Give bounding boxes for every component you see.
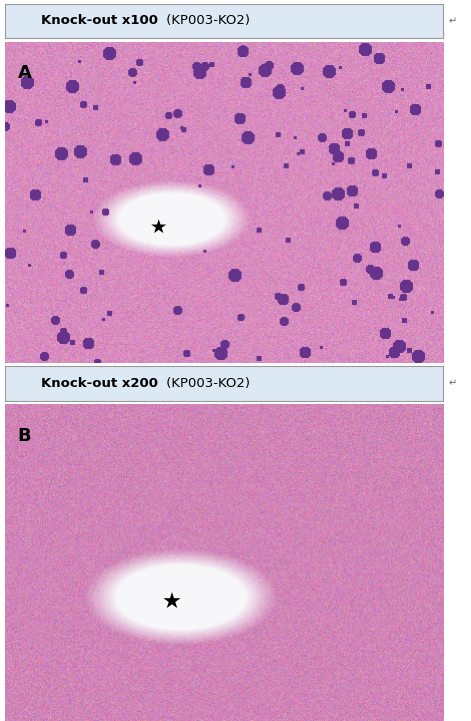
Text: ↵: ↵ [448, 16, 456, 26]
Text: (KP003-KO2): (KP003-KO2) [162, 14, 251, 27]
Text: ★: ★ [161, 593, 181, 614]
Text: ★: ★ [149, 218, 167, 237]
Text: ↵: ↵ [448, 0, 456, 1]
Text: A: A [18, 64, 32, 82]
Text: Knock-out x200: Knock-out x200 [41, 377, 158, 390]
Text: ↵: ↵ [448, 379, 456, 389]
Text: (KP003-KO2): (KP003-KO2) [162, 377, 251, 390]
Text: B: B [18, 427, 32, 445]
Text: Knock-out x100: Knock-out x100 [41, 14, 158, 27]
